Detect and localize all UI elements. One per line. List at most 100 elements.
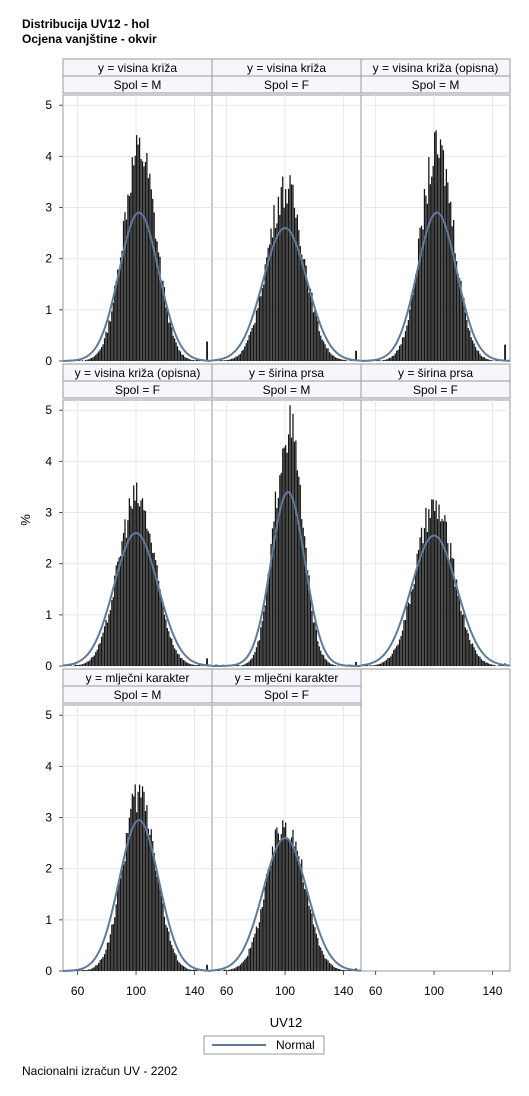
histogram-bar — [412, 589, 414, 666]
histogram-bar — [181, 354, 183, 361]
histogram-bar — [182, 354, 185, 361]
histogram-bar — [248, 661, 250, 666]
histogram-bar — [117, 889, 119, 971]
x-tick-label: 100 — [424, 984, 444, 998]
histogram-bar — [108, 320, 110, 361]
histogram-bar — [219, 970, 221, 971]
histogram-bar — [257, 928, 259, 971]
histogram-bar — [454, 586, 456, 666]
histogram-bar — [160, 598, 163, 666]
histogram-bar — [175, 954, 177, 971]
histogram-bar — [493, 665, 496, 666]
histogram-bar — [119, 556, 122, 666]
histogram-bar — [153, 212, 155, 361]
histogram-bar — [285, 189, 287, 361]
histogram-bar — [136, 482, 138, 666]
histogram-bar — [445, 169, 447, 361]
histogram-bar — [175, 650, 177, 666]
histogram-bar — [448, 560, 450, 666]
histogram-bar — [184, 966, 186, 971]
legend-normal-label: Normal — [276, 1038, 315, 1052]
histogram-bar — [155, 870, 157, 971]
histogram-bar — [140, 500, 142, 666]
histogram-bar — [137, 503, 139, 666]
histogram-bar — [346, 970, 348, 971]
histogram-bar — [187, 662, 189, 666]
y-tick-label: 3 — [45, 506, 52, 520]
histogram-bar — [298, 476, 300, 666]
histogram-bar — [347, 970, 350, 971]
histogram-bar — [155, 560, 157, 666]
histogram-bar — [106, 942, 109, 971]
histogram-bar — [106, 332, 109, 361]
histogram-bar — [99, 960, 101, 971]
histogram-bar — [382, 360, 385, 361]
histogram-bar — [187, 968, 189, 971]
histogram-bar — [504, 344, 506, 361]
histogram-bar — [83, 663, 85, 666]
histogram-bar — [498, 665, 500, 666]
histogram-bar — [413, 584, 415, 666]
panel-header-y-label: y = visina križa — [98, 61, 177, 75]
histogram-bar — [127, 194, 129, 361]
histogram-bar — [147, 828, 149, 971]
histogram-bar — [473, 343, 475, 361]
y-tick-label: 4 — [45, 759, 52, 773]
histogram-bar — [474, 347, 477, 361]
histogram-bar — [315, 933, 317, 971]
histogram-bar — [308, 292, 310, 361]
histogram-bar — [147, 178, 149, 361]
y-tick-label: 3 — [45, 201, 52, 215]
histogram-bar — [289, 175, 291, 361]
histogram-bar — [336, 967, 338, 971]
histogram-bar — [152, 840, 154, 971]
histogram-bar — [404, 331, 407, 361]
histogram-bar — [127, 832, 129, 971]
histogram-bar — [124, 212, 126, 361]
histogram-bar — [441, 519, 443, 666]
histogram-bar — [121, 250, 123, 361]
histogram-bar — [377, 664, 379, 666]
histogram-bar — [159, 888, 161, 971]
histogram-bar — [125, 833, 128, 971]
histogram-bar — [305, 890, 307, 971]
histogram-bar — [355, 350, 357, 361]
histogram-bar — [89, 660, 91, 666]
histogram-bar — [435, 130, 437, 361]
histogram-bar — [260, 296, 262, 361]
histogram-bar — [98, 963, 100, 971]
histogram-bar — [96, 649, 98, 666]
histogram-bar — [442, 521, 445, 666]
histogram-bar — [282, 448, 284, 666]
panel-header-spol — [360, 75, 511, 94]
histogram-bar — [136, 812, 138, 971]
histogram-bar — [182, 660, 185, 666]
histogram-bar — [407, 602, 410, 666]
histogram-bar — [245, 343, 247, 361]
histogram-bar — [86, 661, 88, 666]
histogram-bar — [467, 328, 469, 361]
histogram-bar — [172, 335, 174, 361]
histogram-bar — [331, 355, 334, 361]
histogram-bar — [344, 970, 347, 971]
histogram-bar — [184, 660, 186, 666]
histogram-bar — [304, 536, 306, 666]
histogram-bar — [279, 840, 281, 971]
histogram-bar — [140, 797, 142, 971]
histogram-bar — [333, 355, 335, 361]
histogram-bar — [268, 244, 271, 361]
histogram-bar — [458, 598, 461, 666]
histogram-bar — [149, 834, 151, 971]
histogram-bar — [150, 829, 152, 971]
histogram-bar — [134, 500, 136, 666]
histogram-bar — [483, 357, 485, 361]
histogram-bar — [495, 360, 497, 361]
histogram-bar — [106, 622, 109, 666]
histogram-bar — [89, 358, 91, 361]
histogram-bar — [308, 905, 310, 971]
histogram-bar — [450, 201, 452, 361]
histogram-bar — [168, 322, 170, 361]
histogram-bar — [103, 626, 106, 666]
histogram-bar — [176, 960, 179, 971]
histogram-bar — [318, 945, 320, 971]
